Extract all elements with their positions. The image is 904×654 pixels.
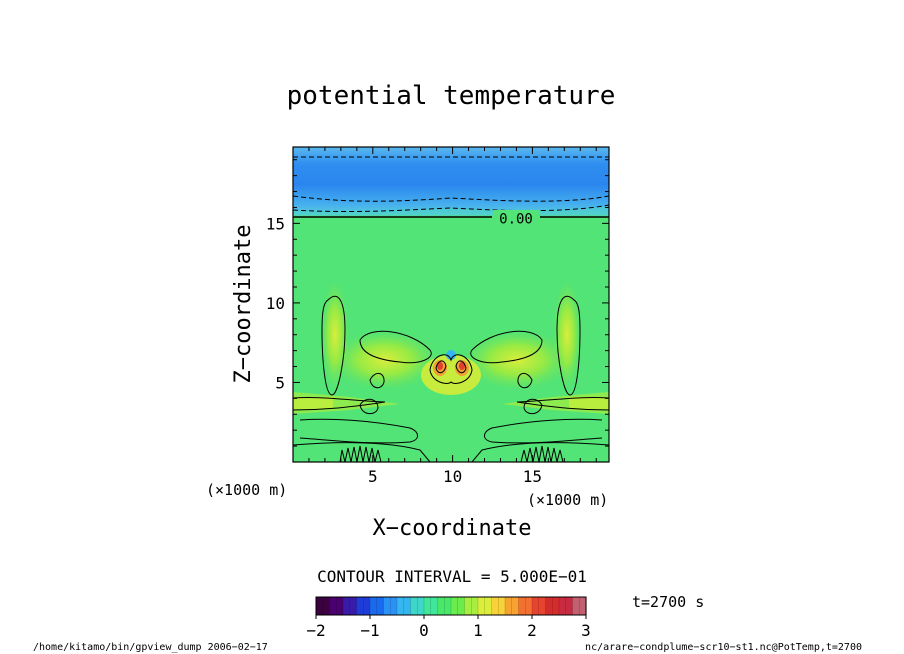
y-scale-note: (×1000 m) <box>206 481 287 499</box>
colorbar-segment <box>545 597 560 615</box>
contour-label-bg <box>493 210 539 224</box>
contour-interval: CONTOUR INTERVAL = 5.000E−01 <box>317 567 587 586</box>
contour-left-layer <box>293 396 386 411</box>
chart-title: potential temperature <box>287 81 616 111</box>
colorbar-tick-label: 1 <box>473 621 483 640</box>
colorbar-segment <box>451 597 466 615</box>
contour-lines <box>293 156 609 462</box>
colorbar-segment <box>518 597 533 615</box>
colorbar-segment <box>572 597 587 615</box>
plume-core-red <box>437 362 443 370</box>
colorbar-segment <box>383 597 398 615</box>
contour-right-low <box>484 418 603 444</box>
y-tick-label: 15 <box>266 214 285 233</box>
axis-ticks <box>293 147 609 462</box>
colorbar-tick-label: 0 <box>419 621 429 640</box>
contour-right-loop <box>523 398 543 415</box>
colorbar-tick-label: 2 <box>527 621 537 640</box>
contour-right-column <box>556 295 581 396</box>
y-tick-label: 10 <box>266 294 285 313</box>
colorbar-tick-label: −1 <box>360 621 379 640</box>
footer-right: nc/arare−condplume−scr10−st1.nc@PotTemp,… <box>585 642 862 653</box>
x-tick-label: 15 <box>523 467 542 486</box>
contour-left-eddy <box>369 373 385 389</box>
contour-left-wing <box>359 330 432 364</box>
contour-core <box>429 354 473 384</box>
contour-dashed-upper <box>293 195 609 202</box>
contour-dashed-lower <box>293 204 609 213</box>
contour-right-eddy <box>517 373 533 389</box>
colorbar-segment <box>316 597 331 615</box>
contour-right-ripples <box>520 445 564 462</box>
plume-right-column <box>553 280 581 390</box>
colorbar-tick-labels: −2 −1 0 1 2 3 <box>306 621 590 640</box>
colorbar-segment <box>437 597 452 615</box>
colorbar-segment <box>424 597 439 615</box>
cool-spot <box>446 350 456 360</box>
colorbar-segment <box>491 597 506 615</box>
colorbar-segment <box>329 597 344 615</box>
colorbar <box>315 597 587 619</box>
colorbar-segment <box>559 597 574 615</box>
contour-label: 0.00 <box>499 212 533 228</box>
plot-area: 0.00 <box>293 147 609 462</box>
colorbar-tick-label: 3 <box>581 621 591 640</box>
contour-left-low <box>299 418 418 444</box>
x-tick-labels: 5 10 15 <box>368 467 542 486</box>
colorbar-segment <box>505 597 520 615</box>
x-tick-label: 10 <box>443 467 462 486</box>
colorbar-frame <box>315 596 587 616</box>
colorbar-segment <box>410 597 425 615</box>
x-scale-note: (×1000 m) <box>527 491 608 509</box>
y-axis-label: Z−coordinate <box>231 225 256 384</box>
y-tick-labels: 5 10 15 <box>266 214 285 392</box>
contour-core-inner <box>435 360 467 374</box>
plume-core-red-2 <box>459 362 465 370</box>
colorbar-tick-label: −2 <box>306 621 325 640</box>
x-axis-label: X−coordinate <box>373 516 532 541</box>
y-tick-label: 5 <box>275 373 285 392</box>
contour-right-wing <box>470 330 543 364</box>
colorbar-segment <box>370 597 385 615</box>
plume-left-column <box>321 280 349 390</box>
contour-right-base <box>471 442 609 462</box>
colorbar-segment <box>356 597 371 615</box>
contour-left-base <box>293 442 431 462</box>
plot-frame <box>292 146 610 463</box>
stratosphere-band <box>293 147 609 215</box>
contour-left-loop <box>359 398 379 415</box>
contour-left-ripples <box>339 445 382 462</box>
time-label: t=2700 s <box>632 593 704 611</box>
colorbar-segment <box>343 597 358 615</box>
colorbar-segment <box>464 597 479 615</box>
colorbar-segment <box>397 597 412 615</box>
footer-left: /home/kitamo/bin/gpview_dump 2006−02−17 <box>33 642 268 653</box>
x-tick-label: 5 <box>368 467 378 486</box>
contour-right-layer <box>516 396 609 411</box>
contour-left-column <box>321 295 346 396</box>
colorbar-segment <box>478 597 493 615</box>
colorbar-segment <box>532 597 547 615</box>
